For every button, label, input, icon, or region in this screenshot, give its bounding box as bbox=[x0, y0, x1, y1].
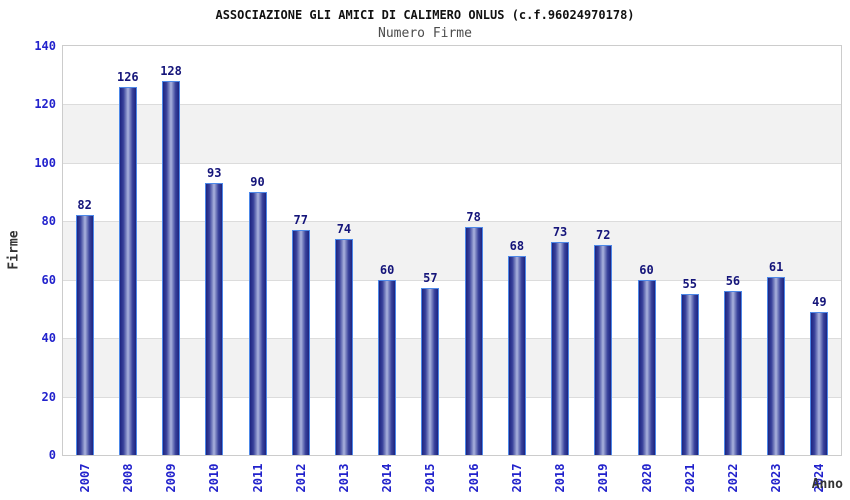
x-tick-label: 2018 bbox=[553, 463, 568, 493]
grid-line bbox=[63, 396, 841, 398]
y-tick-label: 60 bbox=[41, 272, 56, 287]
x-tick-label: 2013 bbox=[336, 463, 351, 493]
bar-value-label: 56 bbox=[725, 274, 741, 289]
grid-line bbox=[63, 104, 841, 106]
x-tick-label: 2012 bbox=[293, 463, 308, 493]
bar bbox=[464, 227, 483, 455]
bar-value-label: 78 bbox=[466, 210, 481, 225]
bar bbox=[378, 279, 397, 455]
bar-value-label: 126 bbox=[116, 69, 139, 84]
bar-value-label: 49 bbox=[812, 294, 827, 309]
grid-band bbox=[63, 338, 841, 397]
x-tick-label: 2020 bbox=[639, 463, 654, 493]
x-tick-label: 2017 bbox=[509, 463, 524, 493]
x-tick-label: 2009 bbox=[164, 463, 179, 493]
bar bbox=[507, 256, 526, 455]
x-tick-label: 2007 bbox=[77, 463, 92, 493]
x-tick-label: 2021 bbox=[682, 463, 697, 493]
bar bbox=[551, 241, 570, 455]
grid-line bbox=[63, 221, 841, 223]
bar-value-label: 72 bbox=[596, 227, 611, 242]
bar bbox=[334, 238, 353, 455]
chart-title: ASSOCIAZIONE GLI AMICI DI CALIMERO ONLUS… bbox=[215, 8, 635, 22]
y-tick-label: 140 bbox=[34, 39, 56, 53]
bar bbox=[594, 244, 613, 455]
bar bbox=[75, 215, 94, 455]
grid-line bbox=[63, 162, 841, 164]
plot-area: 82 126 128 93 90 77 74 60 57 78 68 73 72 60 55 56 61 49 bbox=[62, 45, 842, 456]
x-tick-label: 2019 bbox=[596, 463, 611, 493]
y-tick-label: 80 bbox=[41, 214, 56, 229]
bar bbox=[810, 311, 829, 455]
bar-value-label: 73 bbox=[552, 224, 568, 239]
grid-line bbox=[63, 279, 841, 281]
x-tick-label: 2016 bbox=[466, 463, 481, 493]
bar-value-label: 55 bbox=[682, 277, 697, 292]
bar-value-label: 60 bbox=[639, 262, 654, 277]
bar bbox=[118, 86, 137, 455]
y-tick-label: 120 bbox=[34, 97, 56, 112]
bar-value-label: 82 bbox=[77, 198, 92, 213]
x-tick-label: 2015 bbox=[423, 463, 438, 493]
bar bbox=[205, 183, 224, 455]
bar-value-label: 61 bbox=[768, 259, 784, 274]
grid-band bbox=[63, 221, 841, 280]
bar-value-label: 68 bbox=[509, 239, 525, 254]
x-tick-label: 2010 bbox=[207, 463, 222, 493]
bar bbox=[248, 192, 267, 455]
bar-value-label: 77 bbox=[293, 213, 308, 228]
x-axis-label: Anno bbox=[811, 477, 843, 492]
y-tick-label: 40 bbox=[41, 331, 56, 346]
y-tick-label: 0 bbox=[48, 448, 56, 462]
grid-band bbox=[63, 104, 841, 163]
y-tick-label: 20 bbox=[41, 389, 56, 404]
bar bbox=[723, 291, 742, 455]
y-tick-label: 100 bbox=[34, 155, 56, 170]
bar bbox=[637, 279, 656, 455]
bar-value-label: 128 bbox=[160, 64, 182, 79]
bar bbox=[162, 81, 181, 455]
bar-value-label: 57 bbox=[423, 271, 438, 286]
chart-subtitle: Numero Firme bbox=[378, 26, 472, 41]
bar bbox=[767, 276, 786, 455]
bar-value-label: 93 bbox=[207, 166, 222, 181]
grid-line bbox=[63, 338, 841, 340]
bar-value-label: 74 bbox=[336, 221, 352, 236]
bar-value-label: 90 bbox=[250, 175, 265, 190]
x-tick-label: 2011 bbox=[250, 463, 265, 493]
x-tick-label: 2022 bbox=[725, 463, 740, 493]
bar bbox=[291, 230, 310, 455]
y-axis-label: Firme bbox=[6, 230, 22, 270]
bar bbox=[680, 294, 699, 455]
bar-value-label: 60 bbox=[379, 262, 395, 277]
x-tick-label: 2023 bbox=[769, 463, 784, 493]
x-tick-label: 2008 bbox=[120, 463, 135, 493]
bar bbox=[421, 288, 440, 455]
x-tick-label: 2014 bbox=[380, 463, 395, 493]
